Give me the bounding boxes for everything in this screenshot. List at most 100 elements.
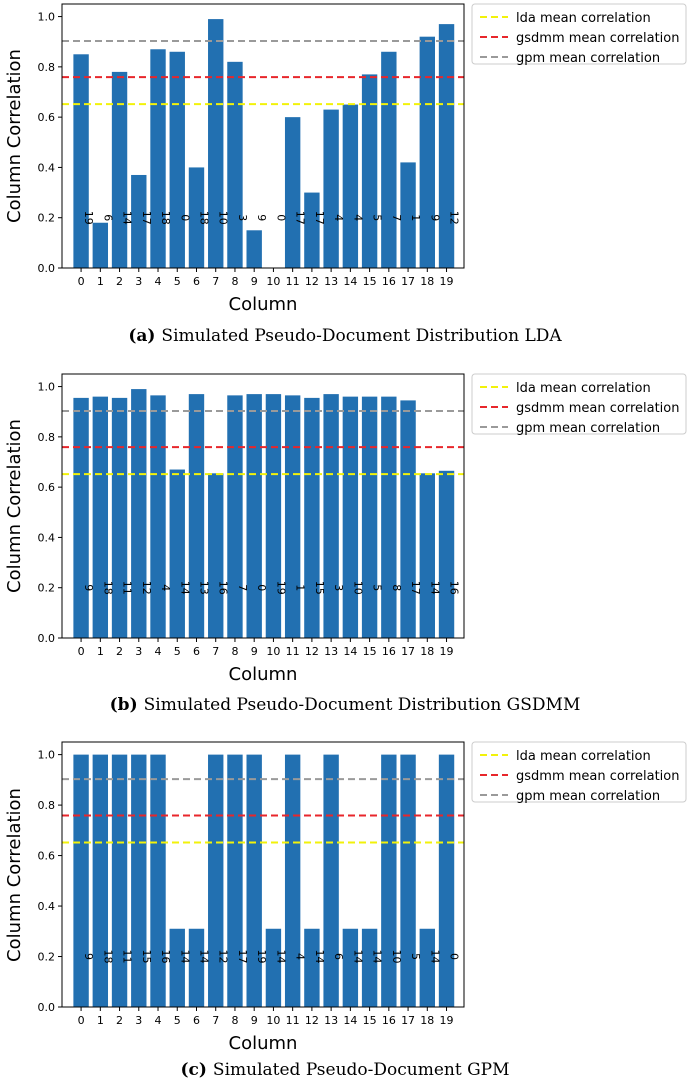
x-tick-label: 18: [420, 275, 434, 288]
y-axis-label: Column Correlation: [4, 419, 25, 593]
x-tick-label: 15: [363, 275, 377, 288]
bar-col-14: [342, 928, 359, 1007]
x-tick-label: 19: [440, 645, 454, 658]
y-tick-label: 0.0: [38, 262, 56, 275]
x-tick-label: 11: [286, 1014, 300, 1027]
x-tick-label: 4: [155, 645, 162, 658]
bar-annotation: 14: [178, 581, 191, 595]
bar-annotation: 9: [82, 584, 95, 591]
bar-annotation: 17: [140, 211, 153, 225]
plot-frame: [61, 741, 465, 1008]
y-axis-label: Column Correlation: [4, 788, 25, 962]
bars: [73, 754, 455, 1007]
bar-annotation: 14: [178, 950, 191, 964]
bar-col-18: [419, 928, 435, 1007]
bar-col-13: [323, 754, 339, 1007]
bar-annotation: 9: [82, 953, 95, 960]
bar-col-0: [73, 54, 89, 268]
x-tick-label: 9: [251, 645, 258, 658]
bar-annotation: 14: [351, 950, 364, 964]
y-tick-label: 0.6: [38, 850, 56, 863]
legend: lda mean correlation gsdmm mean correlati…: [471, 741, 687, 804]
bar-annotation: 17: [236, 950, 249, 964]
bar-col-11: [284, 754, 301, 1007]
y-axis-label: Column Correlation: [4, 49, 25, 223]
bar-col-19: [438, 470, 455, 638]
x-tick-label: 7: [212, 645, 219, 658]
bar-annotation: 12: [140, 581, 153, 595]
x-tick-label: 17: [401, 645, 415, 658]
x-tick-label: 0: [78, 645, 85, 658]
x-tick-label: 7: [212, 1014, 219, 1027]
bars: [73, 19, 455, 269]
bar-annotation: 16: [448, 581, 461, 595]
x-tick-label: 5: [174, 645, 181, 658]
legend: lda mean correlation gsdmm mean correlati…: [471, 373, 687, 436]
caption-text: Simulated Pseudo-Document Distribution G…: [144, 695, 581, 715]
x-tick-label: 10: [266, 275, 280, 288]
bar-annotation: 15: [140, 950, 153, 964]
legend-entry: gsdmm mean correlation: [516, 31, 680, 46]
bar-annotation: 12: [217, 950, 230, 964]
bar-annotation: 6: [101, 214, 114, 221]
x-tick-label: 8: [231, 1014, 238, 1027]
bar-annotation: 15: [313, 581, 326, 595]
x-tick-label: 14: [343, 1014, 357, 1027]
x-tick-label: 3: [135, 1014, 142, 1027]
y-tick-label: 0.2: [38, 212, 56, 225]
chart-panel-a: 19 6 14 17 18 0 18 10 3 9 0 17 17 4 4 5 7 1 9 120.00.20.40.…: [4, 3, 687, 346]
bar-annotation: 11: [121, 950, 134, 964]
bar-col-1: [92, 396, 109, 638]
x-tick-label: 11: [286, 645, 300, 658]
bar-col-17: [400, 162, 416, 268]
legend-box: [471, 3, 687, 65]
bar-annotation: 3: [236, 214, 249, 221]
bar-annotation: 17: [409, 581, 422, 595]
bar-col-3: [131, 754, 147, 1007]
bar-annotation: 8: [390, 584, 403, 591]
x-tick-label: 4: [155, 275, 162, 288]
x-tick-label: 9: [251, 275, 258, 288]
x-axis-label: Column: [229, 1033, 298, 1054]
x-tick-label: 8: [231, 275, 238, 288]
bar-col-3: [131, 174, 147, 268]
x-tick-label: 6: [193, 645, 200, 658]
x-tick-label: 4: [155, 1014, 162, 1027]
bar-col-19: [438, 24, 455, 268]
bar-annotation: 1: [409, 214, 422, 221]
x-tick-label: 0: [78, 275, 85, 288]
bar-col-3: [131, 389, 147, 638]
y-tick-label: 0.8: [38, 61, 56, 74]
y-tick-label: 0.2: [38, 582, 56, 595]
bar-col-16: [381, 51, 397, 268]
bar-col-7: [208, 473, 224, 638]
bar-col-11: [284, 117, 301, 268]
y-tick-label: 0.8: [38, 799, 56, 812]
bar-col-13: [323, 109, 339, 268]
caption-letter: (c): [180, 1060, 206, 1080]
bar-annotation: 11: [121, 581, 134, 595]
chart-panel-c: 9 18 11 15 16 14 14 12 17 19 14 4 14 6 14 14 10 5 14 00.00.…: [4, 741, 687, 1080]
bar-col-14: [342, 104, 359, 268]
x-tick-label: 13: [324, 1014, 338, 1027]
bar-col-6: [188, 167, 205, 268]
x-tick-label: 15: [363, 645, 377, 658]
x-tick-label: 2: [116, 1014, 123, 1027]
bar-col-16: [381, 396, 397, 638]
bar-annotation: 0: [255, 584, 268, 591]
x-tick-label: 15: [363, 1014, 377, 1027]
bar-annotation: 9: [255, 214, 268, 221]
bar-annotation: 0: [274, 214, 287, 221]
bar-annotation: 18: [197, 211, 210, 225]
caption-text: Simulated Pseudo-Document GPM: [213, 1060, 510, 1080]
x-tick-label: 14: [343, 275, 357, 288]
x-tick-label: 5: [174, 1014, 181, 1027]
y-tick-label: 0.6: [38, 111, 56, 124]
x-tick-label: 0: [78, 1014, 85, 1027]
bar-annotation: 9: [428, 214, 441, 221]
bar-col-2: [111, 71, 128, 268]
x-tick-label: 6: [193, 275, 200, 288]
x-tick-label: 8: [231, 645, 238, 658]
x-tick-label: 12: [305, 645, 319, 658]
legend-entry: gpm mean correlation: [516, 51, 660, 66]
